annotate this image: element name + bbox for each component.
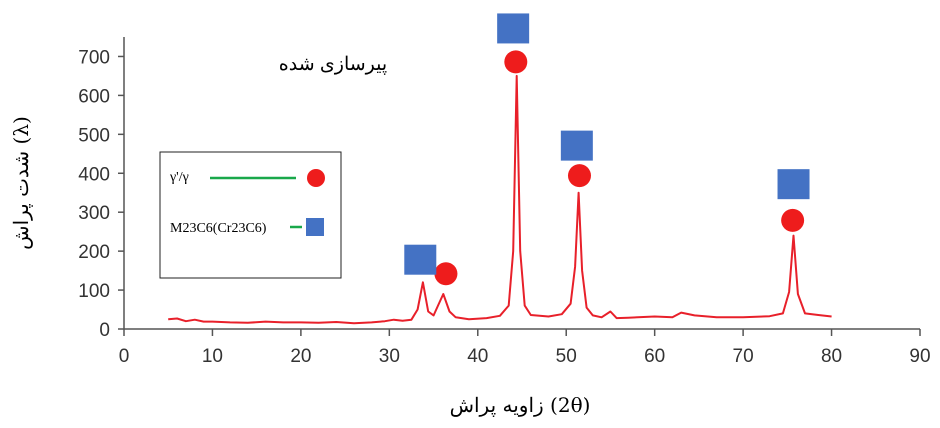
y-tick-label: 300	[78, 203, 110, 224]
phase-markers	[404, 13, 810, 286]
carbide-phase-marker	[777, 169, 810, 200]
x-tick-label: 20	[290, 346, 311, 367]
x-tick-label: 80	[821, 346, 842, 367]
axes	[123, 37, 920, 330]
x-ticks: 0 10 20 30 40 50 60 70 80 90	[119, 329, 931, 367]
y-tick-label: 0	[99, 320, 110, 341]
y-tick-label: 200	[78, 242, 110, 263]
x-axis-title: زاویه پراش (2θ)	[450, 393, 591, 417]
x-tick-label: 0	[119, 346, 130, 367]
y-ticks: 0 100 200 300 400 500 600 700	[78, 47, 124, 341]
diffraction-line	[168, 74, 832, 325]
y-tick-label: 700	[78, 47, 110, 68]
legend-label-gamma: γ'/γ	[169, 170, 189, 185]
x-tick-label: 40	[467, 346, 488, 367]
carbide-phase-marker	[560, 130, 593, 161]
gamma-phase-marker	[567, 164, 591, 188]
y-tick-label: 600	[78, 86, 110, 107]
x-tick-label: 10	[202, 346, 223, 367]
y-axis-title: شدت پراش (λ)	[9, 116, 33, 250]
x-tick-label: 30	[379, 346, 400, 367]
y-tick-label: 400	[78, 164, 110, 185]
series	[168, 74, 832, 325]
gamma-phase-marker	[781, 208, 805, 232]
gamma-phase-marker	[504, 50, 528, 74]
x-tick-label: 50	[556, 346, 577, 367]
legend-circle-icon	[307, 169, 325, 187]
y-tick-label: 100	[78, 281, 110, 302]
x-tick-label: 70	[733, 346, 754, 367]
legend: γ'/γ M23C6(Cr23C6)	[159, 151, 342, 279]
legend-square-icon	[306, 218, 324, 236]
x-tick-label: 60	[644, 346, 665, 367]
x-tick-label: 90	[909, 346, 930, 367]
legend-label-carbide: M23C6(Cr23C6)	[170, 221, 267, 236]
sample-annotation: پیرسازی شده	[279, 54, 387, 75]
carbide-phase-marker	[404, 244, 437, 275]
carbide-phase-marker	[497, 13, 530, 44]
gamma-phase-marker	[434, 262, 458, 286]
y-tick-label: 500	[78, 125, 110, 146]
